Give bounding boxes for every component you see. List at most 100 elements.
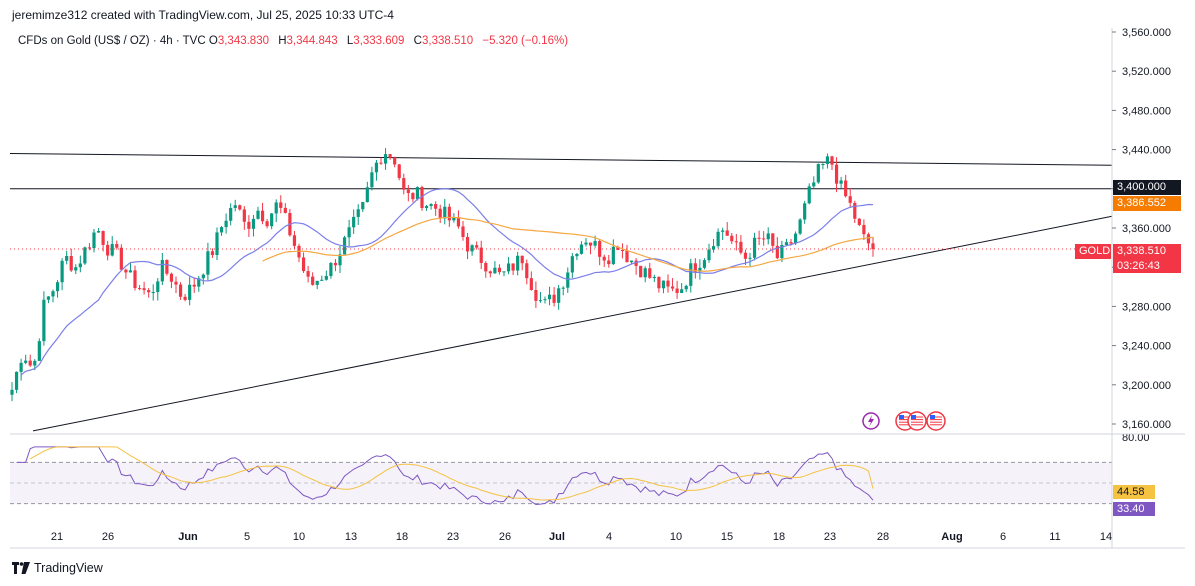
candle	[383, 148, 388, 170]
candle-body	[28, 360, 32, 366]
tradingview-logo[interactable]: TradingView	[12, 561, 103, 575]
candle-body	[566, 272, 570, 288]
candle-body	[739, 241, 743, 253]
candle-body	[165, 260, 169, 274]
candle	[60, 258, 64, 291]
candle-body	[356, 209, 360, 217]
candle-body	[406, 189, 410, 194]
candle	[233, 199, 237, 212]
price-tick-label: 3,160.000	[1122, 419, 1171, 431]
time-tick-label: 26	[102, 531, 114, 543]
candle-body	[115, 244, 119, 248]
candle-body	[857, 218, 861, 225]
candle	[830, 155, 834, 170]
candle	[210, 248, 215, 258]
candle-body	[725, 230, 729, 236]
candle-body	[74, 267, 78, 271]
candle-body	[607, 260, 611, 265]
candle	[825, 153, 830, 169]
time-tick-label: 4	[606, 531, 612, 543]
candle	[124, 268, 128, 279]
candle-body	[620, 249, 625, 251]
candle-body	[124, 269, 128, 273]
candle-body	[643, 268, 647, 278]
candle-body	[324, 276, 328, 280]
price-tick-label: 3,560.000	[1122, 27, 1171, 39]
candle	[183, 293, 187, 302]
candle	[675, 280, 679, 299]
candle-body	[106, 244, 110, 256]
candle	[561, 286, 565, 296]
candle	[142, 281, 146, 295]
candle	[552, 287, 556, 307]
candle-body	[329, 262, 333, 277]
lightning-event-icon	[862, 412, 880, 430]
candle-body	[748, 257, 752, 259]
candle-body	[488, 271, 492, 274]
candle-body	[575, 253, 579, 257]
candle-body	[616, 246, 620, 250]
time-tick-label: 15	[721, 531, 733, 543]
candle-body	[784, 242, 789, 245]
candle	[229, 203, 233, 226]
candle-body	[561, 287, 565, 289]
candle	[629, 260, 634, 264]
candle-body	[210, 251, 215, 256]
candle-body	[634, 260, 638, 266]
candle-body	[456, 217, 461, 227]
candle	[602, 254, 606, 267]
candle-body	[415, 187, 420, 200]
candle-body	[557, 288, 561, 303]
candle-body	[169, 273, 174, 282]
candle	[616, 245, 620, 251]
legend-symbol: CFDs on Gold (US$ / OZ) · 4h · TVC	[18, 35, 206, 47]
chart-byline: jeremimze312 created with TradingView.co…	[12, 8, 394, 22]
candle	[238, 204, 242, 211]
time-tick-label: 10	[670, 531, 682, 543]
candle-body	[789, 242, 793, 244]
candle	[693, 258, 697, 279]
candle-body	[365, 187, 369, 203]
candle-body	[383, 154, 388, 164]
candle-body	[516, 255, 520, 271]
price-tick-label: 3,480.000	[1122, 105, 1171, 117]
candle	[857, 218, 861, 227]
candle-body	[147, 290, 151, 293]
candle	[456, 210, 461, 229]
candle	[866, 232, 871, 251]
rsi-ma-tag: 44.58	[1113, 485, 1155, 499]
candle-body	[675, 288, 679, 293]
candle	[570, 253, 574, 279]
candle	[65, 250, 69, 265]
candle	[106, 240, 110, 261]
candle-body	[192, 284, 196, 287]
candle-body	[534, 289, 538, 301]
candle-body	[65, 256, 69, 261]
candle	[288, 208, 292, 237]
candle-body	[156, 281, 160, 293]
candle-body	[119, 247, 123, 270]
candle	[165, 259, 169, 276]
rsi-line	[16, 446, 874, 506]
candle	[438, 204, 442, 223]
candle	[534, 281, 538, 308]
candle-body	[443, 206, 447, 219]
candle-body	[306, 271, 310, 277]
candle	[579, 241, 584, 255]
candle	[625, 244, 629, 263]
candle	[297, 243, 301, 263]
candle	[333, 259, 338, 272]
candle-body	[771, 233, 775, 246]
legend-close: 3,338.510	[421, 35, 474, 47]
candle	[147, 288, 151, 298]
candle-body	[315, 280, 319, 285]
candle	[133, 265, 137, 291]
tradingview-icon	[12, 562, 30, 574]
candle	[734, 233, 738, 251]
candle	[51, 289, 55, 303]
candle-body	[270, 213, 274, 227]
candle-body	[484, 262, 488, 272]
candle	[871, 237, 875, 257]
candle	[447, 203, 451, 227]
